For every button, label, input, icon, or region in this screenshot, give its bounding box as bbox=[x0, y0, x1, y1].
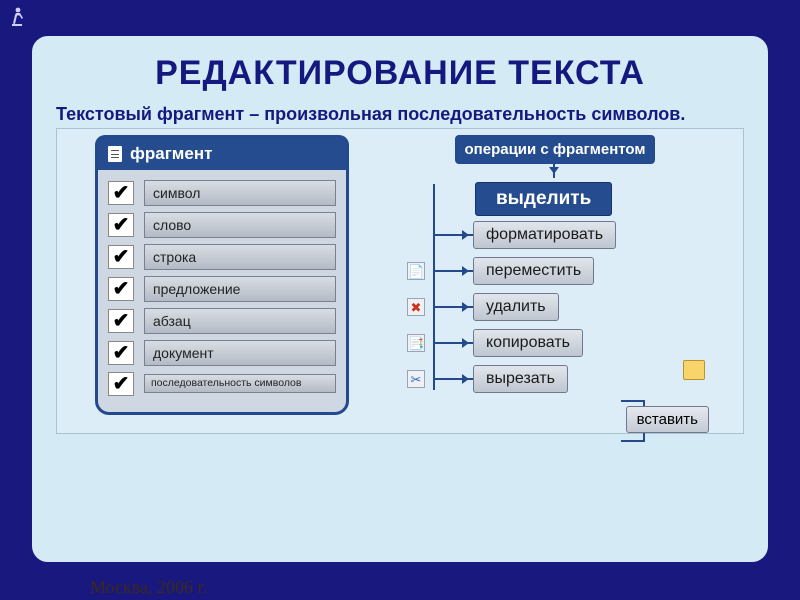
slide-subtitle: Текстовый фрагмент – произвольная послед… bbox=[56, 103, 744, 126]
checkbox-icon[interactable]: ✔ bbox=[108, 309, 134, 333]
operation-row: ✂ вырезать bbox=[385, 364, 705, 394]
operation-row: форматировать bbox=[385, 220, 705, 250]
corner-seated-figure-icon bbox=[8, 6, 32, 30]
fragment-item: ✔ последовательность символов bbox=[108, 372, 336, 396]
checkbox-icon[interactable]: ✔ bbox=[108, 213, 134, 237]
fragment-item: ✔ строка bbox=[108, 244, 336, 270]
checkbox-icon[interactable]: ✔ bbox=[108, 341, 134, 365]
operation-mini-icon: 📄 bbox=[407, 262, 425, 280]
branch-arrow-icon bbox=[433, 306, 473, 308]
operations-header: операции с фрагментом bbox=[455, 135, 655, 164]
fragment-item: ✔ абзац bbox=[108, 308, 336, 334]
operation-button[interactable]: форматировать bbox=[473, 221, 616, 249]
fragment-item: ✔ слово bbox=[108, 212, 336, 238]
fragment-item-button[interactable]: слово bbox=[144, 212, 336, 238]
checkbox-icon[interactable]: ✔ bbox=[108, 277, 134, 301]
fragment-header-label: фрагмент bbox=[130, 144, 212, 164]
fragment-panel-header: фрагмент bbox=[95, 135, 349, 170]
operation-button[interactable]: удалить bbox=[473, 293, 559, 321]
operation-button[interactable]: переместить bbox=[473, 257, 594, 285]
fragment-panel: фрагмент ✔ символ ✔ слово ✔ строка ✔ предложени… bbox=[95, 135, 349, 415]
branch-arrow-icon bbox=[433, 270, 473, 272]
fragment-item-button[interactable]: документ bbox=[144, 340, 336, 366]
clipboard-icon bbox=[683, 360, 705, 380]
document-icon bbox=[108, 146, 122, 162]
insert-group: вставить bbox=[626, 406, 709, 433]
branch-arrow-icon bbox=[433, 378, 473, 380]
operation-row: ✖ удалить bbox=[385, 292, 705, 322]
slide: РЕДАКТИРОВАНИЕ ТЕКСТА Текстовый фрагмент… bbox=[30, 34, 770, 564]
fragment-item: ✔ предложение bbox=[108, 276, 336, 302]
operation-button[interactable]: вырезать bbox=[473, 365, 568, 393]
fragment-item-button[interactable]: строка bbox=[144, 244, 336, 270]
operation-mini-icon: ✂ bbox=[407, 370, 425, 388]
flow-trunk bbox=[433, 184, 435, 390]
branch-arrow-icon bbox=[433, 234, 473, 236]
fragment-item-button[interactable]: последовательность символов bbox=[144, 374, 336, 394]
operation-button[interactable]: копировать bbox=[473, 329, 583, 357]
branch-arrow-icon bbox=[433, 342, 473, 344]
op-primary: выделить bbox=[475, 184, 705, 214]
insert-button[interactable]: вставить bbox=[626, 406, 709, 433]
checkbox-icon[interactable]: ✔ bbox=[108, 245, 134, 269]
fragment-item-button[interactable]: предложение bbox=[144, 276, 336, 302]
flow-area: выделить форматировать 📄 переместить ✖ удали… bbox=[385, 184, 705, 404]
fragment-item: ✔ символ bbox=[108, 180, 336, 206]
fragment-item: ✔ документ bbox=[108, 340, 336, 366]
fragment-item-button[interactable]: абзац bbox=[144, 308, 336, 334]
operations-flow: операции с фрагментом выделить форматиро… bbox=[385, 135, 705, 415]
checkbox-icon[interactable]: ✔ bbox=[108, 181, 134, 205]
operation-mini-icon: ✖ bbox=[407, 298, 425, 316]
fragment-item-button[interactable]: символ bbox=[144, 180, 336, 206]
select-button[interactable]: выделить bbox=[475, 182, 612, 216]
checkbox-icon[interactable]: ✔ bbox=[108, 372, 134, 396]
diagram: фрагмент ✔ символ ✔ слово ✔ строка ✔ предложени… bbox=[56, 128, 744, 434]
operation-row: 📑 копировать bbox=[385, 328, 705, 358]
operation-mini-icon: 📑 bbox=[407, 334, 425, 352]
operation-row: 📄 переместить bbox=[385, 256, 705, 286]
slide-title: РЕДАКТИРОВАНИЕ ТЕКСТА bbox=[56, 54, 744, 93]
arrow-down-icon bbox=[553, 164, 555, 178]
footer-text: Москва, 2006 г. bbox=[90, 577, 207, 598]
